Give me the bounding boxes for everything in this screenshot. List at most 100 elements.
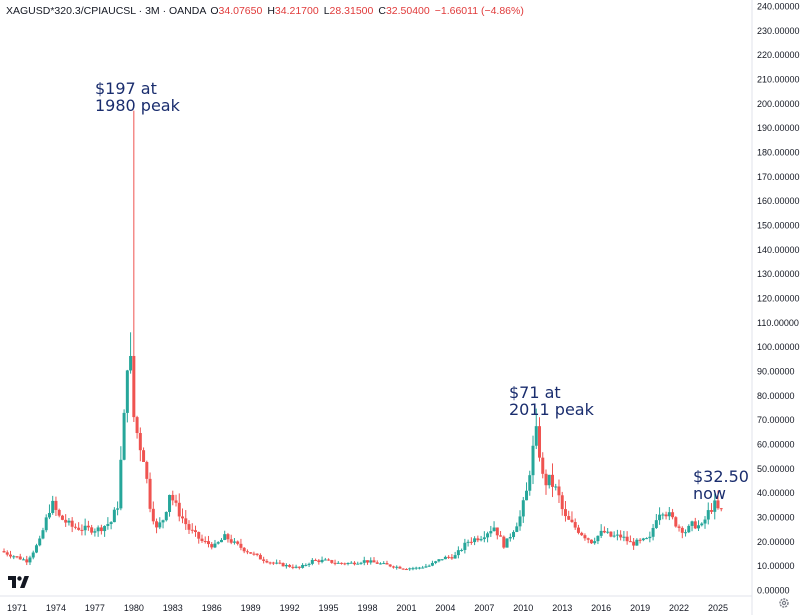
- candle-body: [362, 560, 366, 563]
- candle-body: [615, 534, 619, 536]
- candle-body: [64, 519, 68, 523]
- x-tick-label: 1986: [202, 603, 222, 613]
- y-tick-label: 190.00000: [757, 123, 800, 133]
- candle-body: [60, 515, 64, 520]
- candle-body: [427, 565, 431, 567]
- candle-body: [531, 445, 535, 476]
- candle-body: [414, 567, 418, 569]
- candle-body: [171, 494, 175, 501]
- candle-body: [236, 541, 240, 544]
- x-tick-label: 2019: [630, 603, 650, 613]
- gear-icon[interactable]: [778, 597, 790, 609]
- y-tick-label: 60.00000: [757, 440, 795, 450]
- candle-body: [268, 562, 272, 564]
- x-tick-label: 1998: [357, 603, 377, 613]
- candle-body: [560, 495, 564, 510]
- candle-body: [112, 509, 116, 523]
- candle-body: [34, 545, 38, 553]
- candle-body: [122, 412, 126, 460]
- candle-body: [155, 521, 159, 528]
- candle-body: [5, 552, 9, 555]
- y-tick-label: 110.00000: [757, 318, 799, 328]
- candle-body: [450, 557, 454, 559]
- candle-body: [109, 522, 113, 525]
- chart-legend: XAGUSD*320.3/CPIAUCSL · 3M · OANDA O 34.0…: [6, 4, 524, 18]
- candle-body: [447, 556, 451, 558]
- y-tick-label: 80.00000: [757, 391, 795, 401]
- change-value: −1.66011 (−4.86%): [434, 5, 524, 17]
- candle-body: [693, 521, 697, 529]
- x-tick-label: 1980: [124, 603, 144, 613]
- y-tick-label: 70.00000: [757, 415, 795, 425]
- candle-body: [187, 524, 191, 530]
- candle-body: [492, 527, 496, 532]
- candle-body: [404, 569, 408, 571]
- candle-body: [57, 509, 61, 516]
- candle-body: [200, 538, 204, 542]
- candle-body: [103, 525, 107, 532]
- candle-body: [648, 536, 652, 539]
- candle-body: [719, 508, 723, 510]
- annotation-1980-peak: $197 at 1980 peak: [95, 79, 180, 115]
- candle-body: [645, 538, 649, 540]
- candle-body: [417, 567, 421, 569]
- candle-body: [680, 527, 684, 533]
- candle-body: [570, 519, 574, 523]
- candle-body: [408, 568, 412, 570]
- candle-body: [515, 526, 519, 532]
- candle-body: [284, 565, 288, 567]
- candle-body: [336, 562, 340, 564]
- candle-body: [25, 559, 29, 563]
- candle-body: [476, 538, 480, 541]
- y-tick-label: 220.00000: [757, 50, 800, 60]
- candle-body: [641, 538, 645, 541]
- y-tick-label: 30.00000: [757, 513, 795, 523]
- candle-body: [388, 564, 392, 567]
- candle-body: [667, 512, 671, 517]
- candle-body: [421, 567, 425, 569]
- candle-body: [710, 510, 714, 512]
- x-tick-label: 2016: [591, 603, 611, 613]
- candle-body: [9, 554, 13, 557]
- candle-body: [366, 560, 369, 563]
- candle-body: [301, 564, 305, 568]
- candle-body: [249, 552, 253, 554]
- candle-body: [599, 530, 603, 536]
- candle-body: [677, 526, 681, 528]
- candle-body: [512, 531, 516, 538]
- candle-body: [586, 538, 590, 540]
- candle-body: [288, 565, 292, 567]
- tradingview-logo-icon[interactable]: [8, 576, 30, 590]
- candle-body: [353, 562, 357, 565]
- candle-body: [38, 538, 42, 546]
- candle-body: [304, 564, 308, 566]
- candle-body: [184, 518, 188, 525]
- candle-body: [106, 524, 110, 526]
- candle-body: [333, 562, 337, 564]
- candle-body: [291, 566, 295, 568]
- x-tick-label: 1989: [241, 603, 261, 613]
- candle-body: [622, 536, 626, 538]
- candle-body: [716, 500, 720, 509]
- x-tick-label: 1995: [319, 603, 339, 613]
- candle-body: [401, 568, 405, 570]
- candle-body: [687, 525, 691, 533]
- candle-body: [262, 559, 266, 561]
- candle-body: [310, 559, 314, 564]
- candlestick-series: [2, 110, 723, 571]
- candle-body: [690, 521, 694, 526]
- candle-body: [271, 562, 275, 564]
- y-tick-label: 20.00000: [757, 537, 795, 547]
- candle-body: [505, 538, 509, 548]
- high-label: H: [267, 5, 275, 17]
- candle-body: [638, 539, 642, 541]
- candle-body: [190, 529, 194, 531]
- candle-body: [229, 539, 233, 543]
- candle-body: [706, 510, 710, 520]
- candle-body: [593, 541, 597, 544]
- candle-body: [424, 566, 428, 568]
- candle-body: [132, 355, 136, 418]
- candle-body: [31, 552, 35, 558]
- y-tick-label: 120.00000: [757, 294, 800, 304]
